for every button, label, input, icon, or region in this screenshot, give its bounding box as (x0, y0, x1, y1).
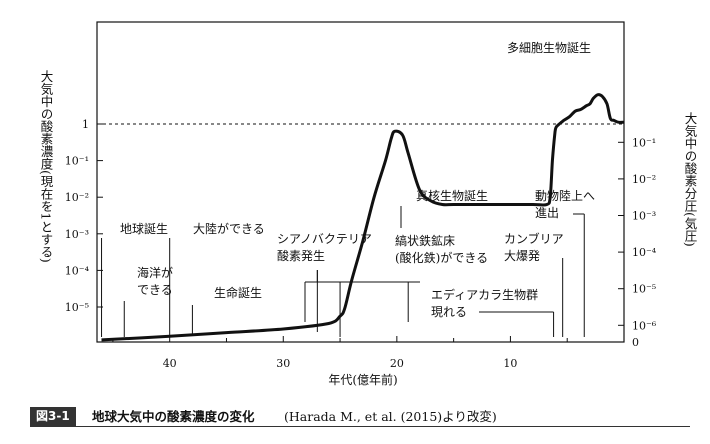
annotation-text: 海洋が (137, 265, 173, 280)
annotation-text: (酸化鉄)ができる (395, 250, 488, 265)
figure-source: (Harada M., et al. (2015)より改変) (284, 409, 497, 424)
annotation-text: 地球誕生 (120, 222, 168, 236)
annotation-text: エディアカラ生物群 (431, 287, 538, 302)
x-tick-label: 20 (390, 357, 404, 370)
annotation-text: 進出 (535, 206, 559, 220)
left-axis-label: 大気中の酸素濃度(現在を1とする) (39, 70, 54, 263)
right-tick-label: 10⁻² (632, 173, 656, 186)
annotation: 縞状鉄鉱床 (酸化鉄)ができる (304, 233, 488, 337)
annotation: 地球誕生 (101, 222, 168, 337)
left-tick-label: 10⁻⁵ (65, 301, 89, 314)
x-tick-label: 40 (163, 357, 177, 370)
annotation-text: 縞状鉄鉱床 (395, 233, 455, 248)
left-tick-label: 10⁻⁴ (65, 264, 90, 277)
annotation-text: できる (137, 283, 173, 297)
x-axis-label: 年代(億年前) (328, 372, 397, 387)
annotation-text: 酸素発生 (277, 248, 325, 263)
right-tick-label: 10⁻³ (632, 210, 656, 223)
annotation: 多細胞生物誕生 (507, 41, 591, 55)
right-tick-label: 10⁻¹ (632, 136, 656, 149)
right-axis-label: 大気中の酸素分圧(気圧) (683, 112, 698, 247)
annotation-text: 大陸ができる (193, 221, 265, 236)
right-tick-label: 10⁻⁵ (632, 283, 656, 296)
figure-number: 図3-1 (30, 407, 76, 426)
caption-rule (30, 426, 690, 427)
figure-title: 地球大気中の酸素濃度の変化 (92, 409, 255, 424)
annotation-text: 現れる (431, 305, 467, 319)
annotation: 大陸ができる (169, 221, 265, 337)
oxygen-curve (101, 93, 625, 342)
annotation-text: シアノバクテリア (277, 232, 372, 246)
plot-frame (96, 21, 625, 343)
annotation-text: 動物陸上へ (535, 189, 595, 203)
x-tick-label: 10 (503, 357, 517, 370)
left-tick-label: 10⁻³ (65, 228, 89, 241)
annotation-text: 大爆発 (504, 249, 540, 263)
left-tick-label: 10⁻¹ (65, 155, 89, 168)
right-tick-label: 10⁻⁴ (632, 246, 657, 259)
annotation: 生命誕生 (191, 285, 262, 334)
left-tick-label: 1 (82, 118, 89, 131)
left-tick-label: 10⁻² (65, 191, 89, 204)
annotation-text: カンブリア (504, 231, 564, 246)
right-tick-label: 10⁻⁶ (632, 319, 657, 332)
oxygen-chart: 1 10⁻¹ 10⁻² 10⁻³ 10⁻⁴ 10⁻⁵ 10⁻¹ 10⁻² 10⁻³ 10⁻⁴ 10⁻… (39, 21, 698, 387)
annotation: 真核生物誕生 (400, 189, 488, 228)
x-tick-label: 30 (276, 357, 290, 370)
annotation-text: 生命誕生 (214, 285, 262, 300)
annotation-text: 多細胞生物誕生 (507, 41, 591, 55)
right-tick-label: 0 (632, 336, 639, 349)
annotation-text: 真核生物誕生 (416, 189, 488, 203)
